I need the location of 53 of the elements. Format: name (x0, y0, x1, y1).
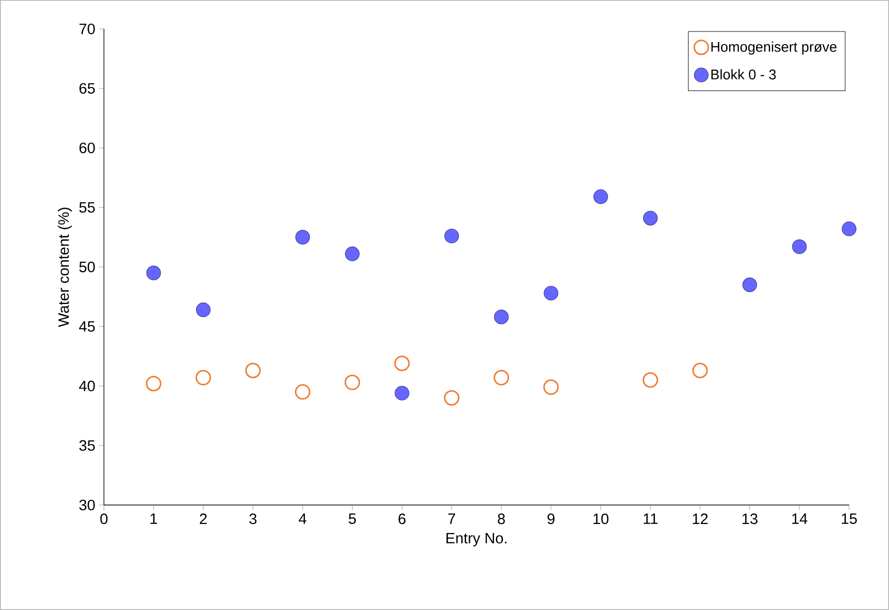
y-tick-label: 30 (79, 500, 95, 510)
x-axis-title: Entry No. (446, 533, 506, 546)
point (444, 228, 459, 244)
x-tick-label: 11 (644, 514, 658, 524)
point (196, 302, 211, 318)
y-tick-label: 40 (79, 380, 95, 392)
y-tick-label: 65 (79, 83, 95, 94)
x-tick-label: 1 (150, 514, 158, 524)
x-tick-label: 9 (548, 514, 554, 524)
y-tick-label: 35 (79, 440, 95, 451)
point (643, 210, 658, 226)
x-tick-label: 7 (448, 514, 456, 524)
point (245, 362, 261, 378)
point (295, 230, 310, 245)
point (792, 239, 807, 254)
x-tick-label: 6 (398, 514, 406, 524)
x-tick-label: 0 (100, 514, 108, 524)
x-tick-label: 8 (498, 514, 505, 524)
point (394, 356, 410, 372)
y-tick-label: 45 (79, 321, 95, 332)
x-tick-label: 10 (594, 514, 608, 524)
point (842, 222, 856, 236)
point (692, 362, 708, 378)
point (146, 266, 161, 280)
y-tick-label: 60 (79, 142, 95, 154)
point (344, 374, 360, 390)
x-tick-label: 3 (249, 514, 256, 524)
x-tick-label: 14 (792, 514, 808, 524)
y-axis-title: Water content (%) (58, 208, 72, 328)
point (544, 286, 558, 300)
point (593, 189, 608, 204)
point (543, 379, 559, 395)
x-tick-label: 5 (348, 514, 356, 524)
legend-label: Homogenisert prøve (711, 42, 836, 55)
y-tick-label: 55 (79, 202, 95, 213)
y-tick-label: 50 (79, 262, 95, 272)
x-tick-label: 15 (842, 514, 857, 524)
point (494, 370, 510, 386)
point (345, 246, 360, 262)
point (394, 386, 410, 400)
y-tick-label: 70 (79, 24, 95, 34)
point (294, 384, 310, 400)
point (146, 376, 162, 392)
point (742, 278, 758, 292)
point (444, 390, 460, 406)
x-tick-label: 2 (200, 514, 207, 524)
point (196, 370, 212, 386)
x-tick-label: 4 (298, 514, 306, 524)
x-tick-label: 13 (742, 514, 758, 524)
legend-label: Blokk 0 - 3 (711, 69, 776, 80)
point (494, 310, 509, 324)
x-tick-label: 12 (692, 514, 708, 524)
point (642, 372, 658, 388)
